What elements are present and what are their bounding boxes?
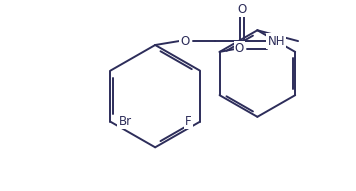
Text: NH: NH [267, 35, 285, 48]
Text: O: O [235, 42, 244, 55]
Text: O: O [180, 35, 190, 48]
Text: Br: Br [119, 115, 132, 128]
Text: O: O [238, 3, 247, 16]
Text: F: F [185, 115, 192, 128]
